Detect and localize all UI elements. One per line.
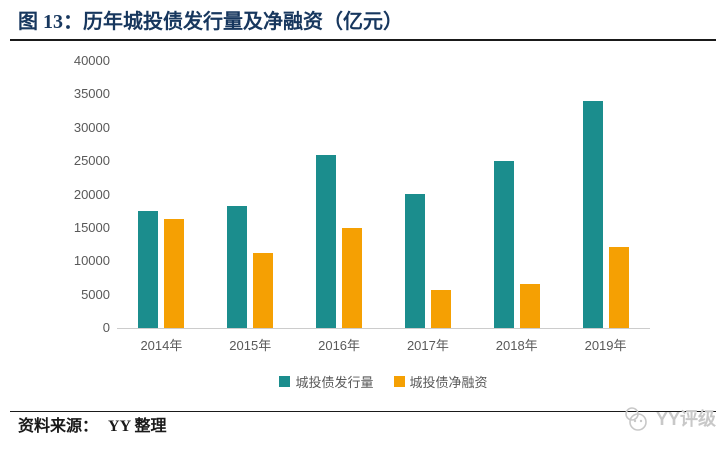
y-tick-label: 0 bbox=[102, 320, 110, 335]
legend-item-城投债发行量: 城投债发行量 bbox=[279, 372, 374, 391]
bar-城投债发行量-2014年 bbox=[138, 211, 159, 328]
legend-item-城投债净融资: 城投债净融资 bbox=[393, 372, 488, 391]
source-label: 资料来源： bbox=[18, 418, 99, 435]
x-axis: 2014年 2015年 2016年 2017年 2018年 2019年 bbox=[117, 335, 650, 354]
y-tick-label: 40000 bbox=[73, 53, 110, 68]
bar-城投债净融资-2018年 bbox=[519, 284, 540, 328]
source-value: YY 整理 bbox=[108, 418, 167, 435]
bar-group-2019年 bbox=[582, 101, 629, 328]
bar-城投债发行量-2019年 bbox=[582, 101, 603, 328]
bar-城投债净融资-2017年 bbox=[430, 290, 451, 328]
footer-divider bbox=[10, 411, 716, 412]
bar-group-2017年 bbox=[404, 194, 451, 328]
y-axis: 0 5000 10000 15000 20000 25000 30000 35000 40000 bbox=[40, 0, 110, 340]
x-label-2018年: 2018年 bbox=[495, 338, 538, 353]
source-note: 资料来源： YY 整理 bbox=[18, 416, 167, 438]
watermark-text: YY评级 bbox=[655, 409, 716, 429]
bar-城投债净融资-2016年 bbox=[342, 228, 363, 328]
x-label-2017年: 2017年 bbox=[406, 338, 449, 353]
brand-watermark: YY评级 bbox=[622, 404, 716, 434]
y-tick-label: 10000 bbox=[73, 253, 110, 269]
bar-城投债发行量-2017年 bbox=[404, 194, 425, 328]
bar-group-2018年 bbox=[493, 161, 540, 328]
figure-title: 图 13：历年城投债发行量及净融资（亿元） bbox=[18, 11, 403, 33]
bar-城投债净融资-2019年 bbox=[608, 247, 629, 328]
y-tick-label: 20000 bbox=[73, 186, 110, 202]
bar-group-2014年 bbox=[138, 211, 185, 328]
x-label-2019年: 2019年 bbox=[584, 338, 627, 353]
plot-area bbox=[117, 61, 650, 329]
bar-group-2016年 bbox=[316, 155, 363, 328]
brand-logo-icon bbox=[625, 407, 647, 431]
legend-swatch-icon bbox=[393, 376, 405, 387]
legend-label: 城投债净融资 bbox=[409, 375, 488, 390]
legend-label: 城投债发行量 bbox=[295, 375, 374, 390]
y-tick-label: 25000 bbox=[73, 153, 110, 169]
bar-group-2015年 bbox=[227, 206, 274, 328]
x-label-2015年: 2015年 bbox=[229, 338, 272, 353]
y-tick-label: 35000 bbox=[73, 86, 110, 102]
y-tick-label: 5000 bbox=[81, 286, 110, 302]
bar-城投债净融资-2014年 bbox=[164, 219, 185, 328]
y-tick-label: 30000 bbox=[73, 119, 110, 135]
x-label-2014年: 2014年 bbox=[140, 338, 183, 353]
bar-城投债发行量-2015年 bbox=[227, 206, 248, 328]
x-label-2016年: 2016年 bbox=[318, 338, 361, 353]
title-divider bbox=[10, 39, 716, 41]
bar-城投债净融资-2015年 bbox=[253, 253, 274, 328]
bar-城投债发行量-2016年 bbox=[316, 155, 337, 328]
y-tick-label: 15000 bbox=[73, 219, 110, 235]
legend-swatch-icon bbox=[279, 376, 291, 387]
bar-城投债发行量-2018年 bbox=[493, 161, 514, 328]
chart-legend: 城投债发行量 城投债净融资 bbox=[117, 372, 650, 391]
